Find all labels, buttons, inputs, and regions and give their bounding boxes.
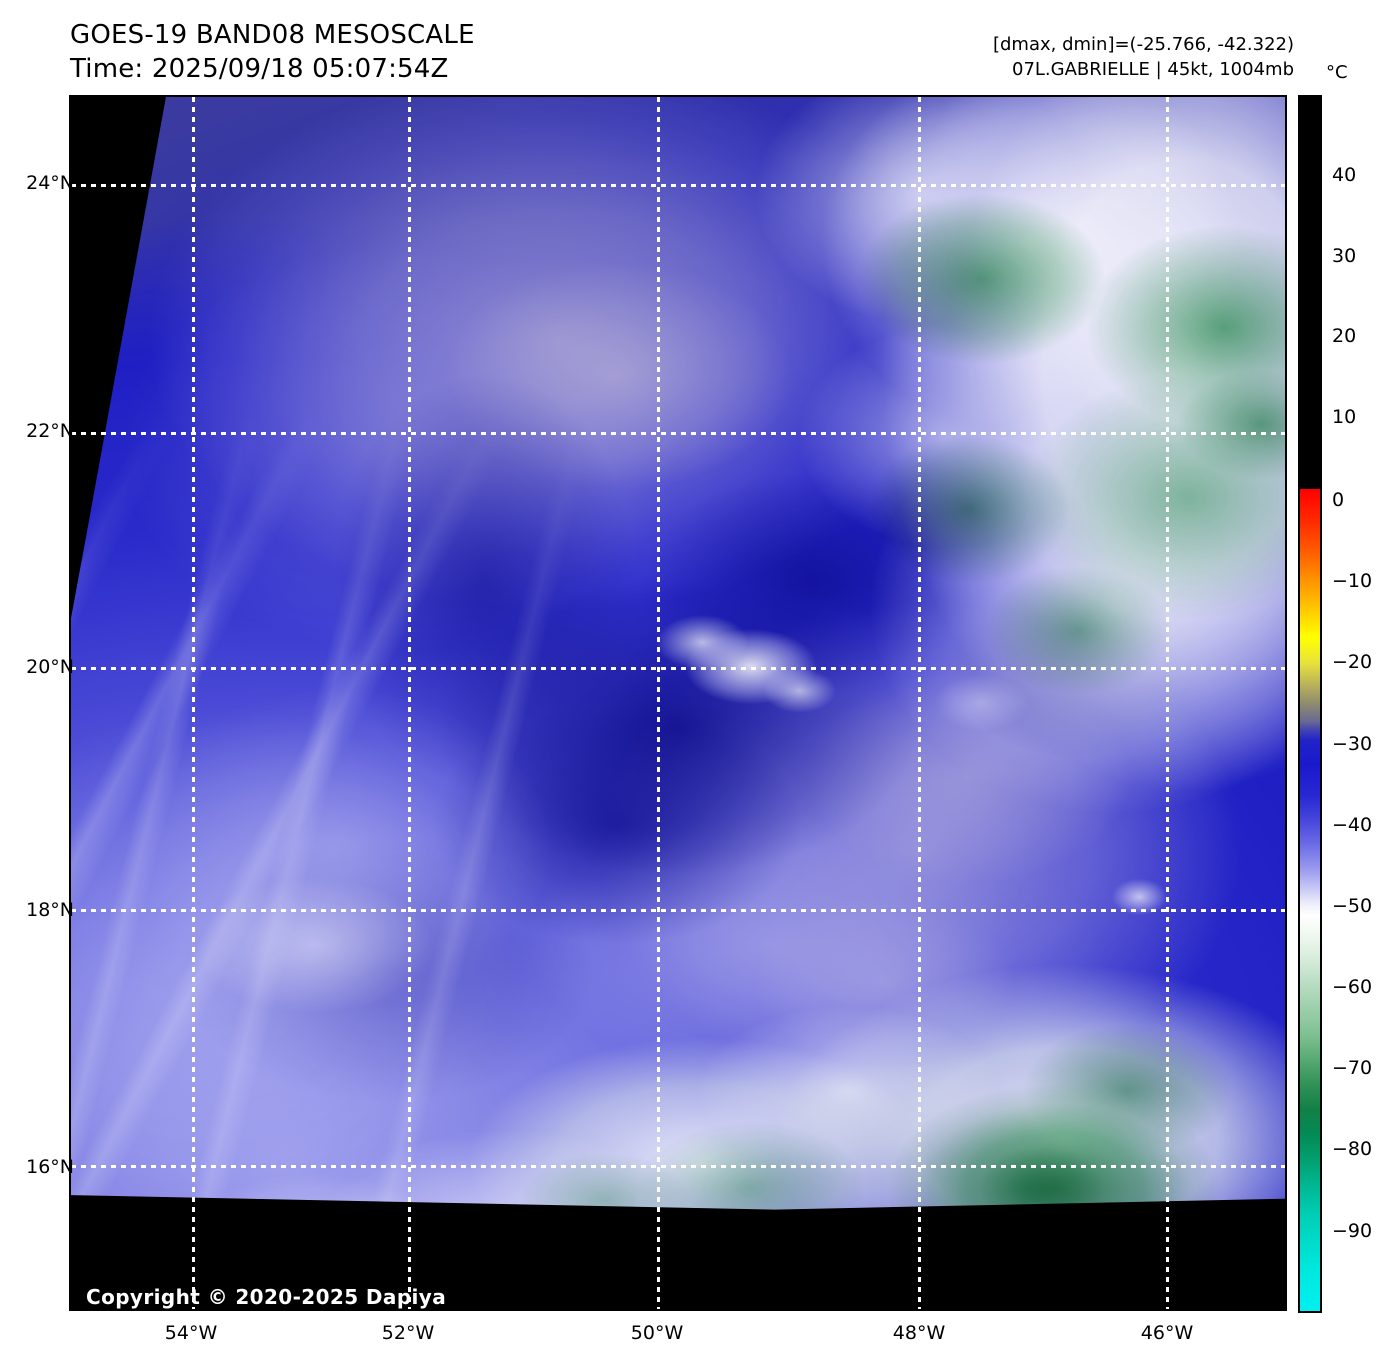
y-tick-label-16n: 16°N	[26, 1156, 74, 1178]
colorbar-tick-m40: −40	[1332, 814, 1373, 836]
header-title-block: GOES-19 BAND08 MESOSCALE Time: 2025/09/1…	[70, 18, 475, 86]
colorbar-tick-30: 30	[1332, 245, 1357, 267]
temperature-colorbar[interactable]	[1298, 95, 1322, 1313]
colorbar-tick-10: 10	[1332, 406, 1357, 428]
colorbar-tick-m50: −50	[1332, 895, 1373, 917]
header-metadata-block: [dmax, dmin]=(-25.766, -42.322) 07L.GABR…	[993, 32, 1294, 82]
x-tick-label-46w: 46°W	[1140, 1322, 1194, 1344]
y-tick-label-20n: 20°N	[26, 656, 74, 678]
x-tick-label-48w: 48°W	[892, 1322, 946, 1344]
colorbar-unit-label: °C	[1326, 62, 1348, 83]
timestamp-label: Time: 2025/09/18 05:07:54Z	[70, 54, 449, 84]
copyright-label: Copyright © 2020-2025 Dapiya	[86, 1285, 447, 1309]
colorbar-tick-0: 0	[1332, 489, 1345, 511]
satellite-image-plot[interactable]: Copyright © 2020-2025 Dapiya	[69, 95, 1287, 1311]
page-title: GOES-19 BAND08 MESOSCALE	[70, 20, 475, 50]
colorbar-tick-m30: −30	[1332, 733, 1373, 755]
x-tick-label-52w: 52°W	[381, 1322, 435, 1344]
colorbar-tick-m10: −10	[1332, 570, 1373, 592]
y-tick-label-24n: 24°N	[26, 172, 74, 194]
dminmax-label: [dmax, dmin]=(-25.766, -42.322)	[992, 34, 1294, 55]
y-tick-label-18n: 18°N	[26, 899, 74, 921]
colorbar-gradient	[1300, 97, 1320, 1311]
nodata-band-bottom	[71, 1195, 1285, 1309]
x-tick-label-50w: 50°W	[630, 1322, 684, 1344]
colorbar-tick-m20: −20	[1332, 651, 1373, 673]
colorbar-tick-40: 40	[1332, 164, 1357, 186]
x-tick-label-54w: 54°W	[164, 1322, 218, 1344]
y-tick-label-22n: 22°N	[26, 420, 74, 442]
colorbar-tick-m80: −80	[1332, 1138, 1373, 1160]
colorbar-tick-m60: −60	[1332, 976, 1373, 998]
storm-info-label: 07L.GABRIELLE | 45kt, 1004mb	[1012, 59, 1294, 80]
satellite-imagery-canvas	[71, 97, 1285, 1309]
colorbar-tick-m90: −90	[1332, 1220, 1373, 1242]
colorbar-tick-m70: −70	[1332, 1057, 1373, 1079]
layer-midlevel-bright-cells	[71, 97, 1285, 1309]
colorbar-tick-20: 20	[1332, 325, 1357, 347]
